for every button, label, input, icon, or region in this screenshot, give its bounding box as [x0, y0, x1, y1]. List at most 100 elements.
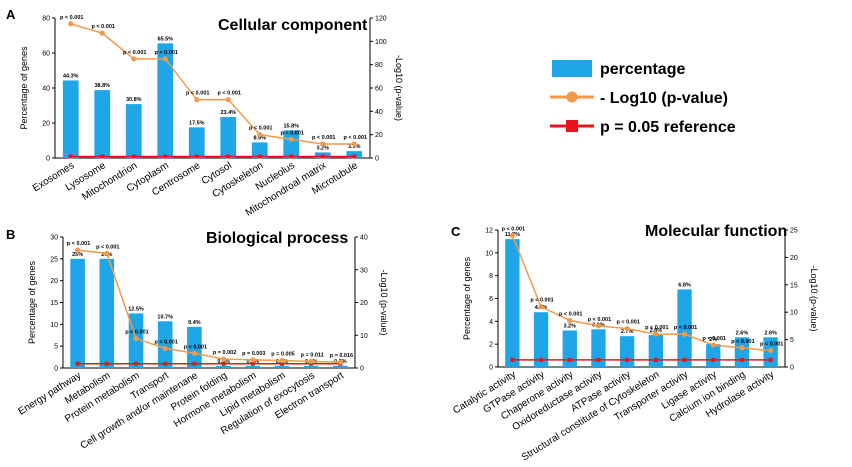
p-value-label: p < 0.001	[530, 298, 553, 304]
log-p-point	[68, 21, 74, 27]
y2-tick-label: 80	[375, 62, 383, 69]
y2-tick-label: 100	[375, 39, 387, 46]
y2-tick-label: 20	[790, 255, 798, 262]
legend: percentage - Log10 (p-value) p = 0.05 re…	[550, 60, 736, 136]
log-p-point	[221, 356, 227, 362]
legend-reference-label: p = 0.05 reference	[600, 119, 736, 136]
bar	[157, 43, 174, 158]
reference-marker	[163, 361, 168, 366]
legend-percentage-label: percentage	[600, 61, 685, 78]
log-p-point	[681, 331, 688, 337]
y2-tick-label: 0	[360, 366, 364, 373]
y2-tick-label: 5	[790, 337, 794, 344]
bar	[591, 329, 606, 367]
log-p-point	[162, 345, 168, 351]
reference-marker	[194, 154, 199, 159]
p-value-label: p < 0.001	[186, 91, 209, 97]
reference-marker	[625, 357, 630, 362]
p-value-label: p = 0.003	[242, 351, 265, 357]
chart-title: Molecular function	[645, 223, 787, 240]
panel-cellular-component: A Cellular component 0 20 40 60 80 0 20 40 60 80 100…	[6, 7, 404, 219]
bar	[505, 239, 520, 367]
p-value-label: p < 0.001	[155, 50, 178, 56]
bar-value-label: 3.2%	[563, 323, 576, 329]
log-p-point	[509, 232, 515, 239]
y-tick-label: 20	[42, 121, 50, 128]
bar-value-label: 17.5%	[189, 120, 205, 126]
panel-biological-process: B Biological process 0 5 10 15 20 25 30 0 10 20 30 40…	[6, 227, 389, 452]
y2-tick-label: 40	[375, 109, 383, 116]
p-value-label: p < 0.001	[703, 336, 726, 342]
y2-tick-label: 20	[360, 300, 368, 307]
y-axis-label: Percentage of genes	[19, 46, 29, 130]
legend-reference-marker-swatch	[566, 120, 578, 132]
log-p-point	[133, 335, 139, 342]
bar	[157, 321, 173, 368]
bar	[333, 365, 348, 368]
bar	[619, 336, 635, 367]
p-value-label: p < 0.001	[218, 91, 241, 97]
panel-letter: A	[6, 7, 16, 22]
reference-marker	[682, 357, 687, 362]
reference-marker	[104, 361, 109, 366]
log-p-point	[75, 247, 81, 253]
log-p-point	[99, 30, 105, 36]
p-value-label: p < 0.001	[502, 226, 525, 232]
reference-marker	[739, 357, 744, 362]
p-value-label: p < 0.001	[249, 126, 272, 132]
reference-marker	[250, 361, 255, 366]
bar	[216, 365, 231, 368]
log-p-point	[288, 136, 294, 142]
p-value-label: p < 0.001	[60, 15, 83, 21]
y-tick-label: 60	[42, 51, 50, 58]
bar-value-label: 15.8%	[283, 123, 299, 129]
y-tick-label: 6	[489, 296, 493, 303]
log-p-point	[710, 342, 716, 348]
reference-marker	[163, 154, 168, 159]
y2-axis-label: -Log10 (p-value)	[809, 265, 819, 331]
bar	[70, 258, 85, 368]
reference-marker	[226, 154, 231, 159]
p-value-label: p < 0.001	[760, 342, 783, 348]
reference-marker	[134, 361, 138, 366]
reference-marker	[257, 154, 262, 159]
log-p-point	[250, 357, 256, 363]
reference-marker	[567, 357, 572, 362]
bar	[677, 289, 692, 367]
reference-marker	[131, 154, 136, 159]
p-value-label: p < 0.001	[123, 50, 146, 56]
y2-axis-label: -Log10 (p-value)	[379, 269, 389, 335]
reference-marker	[100, 154, 105, 159]
reference-marker	[280, 361, 284, 366]
bar	[533, 312, 549, 367]
y-tick-label: 12	[485, 228, 493, 235]
bar-value-label: 25%	[72, 252, 83, 258]
y-tick-label: 0	[489, 365, 493, 372]
p-value-label: p = 0.002	[213, 350, 236, 356]
y2-tick-label: 20	[375, 132, 383, 139]
bar	[648, 335, 664, 367]
bar-value-label: 44.3%	[63, 73, 79, 79]
p-value-label: p = 0.005	[271, 351, 294, 357]
log-p-point	[225, 97, 231, 103]
reference-marker	[192, 361, 197, 366]
y2-tick-label: 60	[375, 86, 383, 93]
y-tick-label: 2	[489, 342, 493, 349]
p-value-label: p < 0.001	[96, 244, 119, 250]
bar-value-label: 2.6%	[736, 330, 749, 336]
y2-axis-label: -Log10 (p-value)	[394, 55, 404, 121]
p-value-label: p = 0.016	[330, 353, 353, 359]
y-tick-label: 15	[50, 300, 58, 307]
log-p-point	[653, 331, 659, 337]
y2-tick-label: 120	[375, 16, 387, 23]
y2-tick-label: 40	[360, 235, 368, 242]
reference-marker	[711, 357, 716, 362]
y2-tick-label: 30	[360, 267, 368, 274]
chart-title: Biological process	[206, 230, 348, 247]
bar-value-label: 2%	[709, 337, 717, 343]
y-tick-label: 80	[42, 16, 50, 23]
log-p-point	[337, 359, 343, 365]
bar-value-label: 23.4%	[220, 110, 236, 116]
log-p-line	[77, 249, 341, 363]
bar-value-label: 8.9%	[253, 135, 266, 141]
